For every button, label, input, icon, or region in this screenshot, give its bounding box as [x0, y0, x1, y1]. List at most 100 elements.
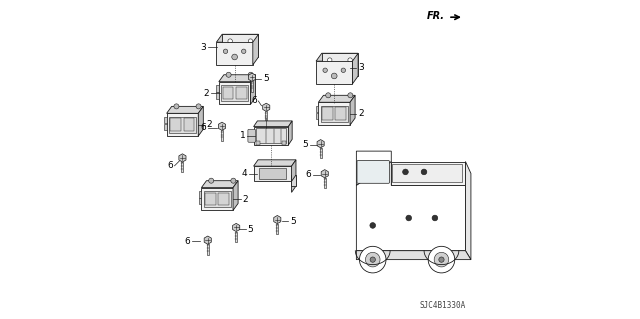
Polygon shape	[253, 127, 289, 145]
Circle shape	[432, 215, 438, 221]
Text: 5: 5	[263, 74, 269, 83]
Polygon shape	[216, 42, 253, 65]
Bar	[184, 118, 195, 131]
Circle shape	[328, 67, 332, 71]
Bar	[335, 107, 346, 120]
Polygon shape	[250, 75, 255, 105]
Circle shape	[248, 72, 253, 77]
Polygon shape	[465, 161, 471, 260]
Text: 6: 6	[167, 161, 173, 170]
Polygon shape	[218, 122, 225, 130]
Bar	[259, 168, 286, 179]
Bar	[199, 191, 202, 198]
Text: SJC4B1330A: SJC4B1330A	[419, 301, 465, 310]
Polygon shape	[292, 160, 296, 181]
Bar	[322, 107, 333, 120]
Bar	[181, 162, 184, 172]
Bar	[276, 224, 278, 234]
Bar	[324, 178, 326, 188]
Polygon shape	[219, 75, 255, 82]
FancyBboxPatch shape	[357, 160, 390, 183]
Bar	[221, 85, 248, 101]
Polygon shape	[319, 102, 350, 125]
Polygon shape	[253, 160, 296, 166]
Polygon shape	[198, 106, 204, 136]
Polygon shape	[319, 95, 355, 102]
Circle shape	[403, 169, 408, 175]
Circle shape	[241, 49, 246, 54]
Circle shape	[248, 39, 253, 43]
Polygon shape	[179, 154, 186, 162]
Bar	[257, 141, 260, 145]
Polygon shape	[166, 113, 198, 136]
Bar	[265, 111, 268, 122]
Bar	[236, 87, 246, 100]
Circle shape	[209, 178, 214, 183]
Circle shape	[370, 223, 376, 228]
Circle shape	[439, 257, 444, 262]
Circle shape	[323, 68, 327, 72]
Text: 4: 4	[242, 169, 247, 178]
Bar	[204, 191, 230, 207]
Polygon shape	[202, 188, 233, 211]
Text: 5: 5	[303, 140, 308, 149]
Polygon shape	[316, 61, 353, 84]
Text: 2: 2	[206, 120, 212, 129]
Bar	[321, 106, 348, 122]
Polygon shape	[350, 95, 355, 125]
Text: 3: 3	[200, 43, 206, 52]
Circle shape	[406, 215, 412, 221]
Circle shape	[223, 49, 228, 54]
Circle shape	[348, 67, 352, 71]
Bar	[169, 117, 196, 133]
Circle shape	[228, 48, 232, 52]
Text: 3: 3	[358, 63, 364, 72]
Polygon shape	[356, 151, 391, 185]
Circle shape	[421, 169, 427, 175]
Bar	[216, 92, 219, 99]
Bar	[223, 87, 234, 100]
Circle shape	[326, 93, 331, 98]
Polygon shape	[222, 34, 259, 57]
Bar	[170, 118, 181, 131]
Polygon shape	[219, 82, 250, 105]
Circle shape	[428, 246, 455, 273]
Text: 5: 5	[290, 217, 296, 226]
Bar	[235, 43, 246, 48]
Circle shape	[360, 246, 386, 273]
Polygon shape	[233, 181, 238, 211]
Bar	[164, 124, 166, 130]
Circle shape	[341, 68, 346, 72]
Text: 2: 2	[358, 109, 364, 118]
Polygon shape	[204, 236, 211, 244]
Circle shape	[332, 73, 337, 79]
Circle shape	[231, 178, 236, 183]
Polygon shape	[289, 121, 292, 145]
Polygon shape	[253, 34, 259, 65]
Circle shape	[174, 104, 179, 109]
Polygon shape	[274, 215, 281, 224]
Bar	[199, 198, 202, 204]
Text: 6: 6	[200, 123, 206, 132]
Bar	[251, 81, 253, 92]
Bar	[207, 244, 209, 255]
Polygon shape	[253, 121, 292, 127]
Circle shape	[370, 257, 376, 262]
Polygon shape	[392, 165, 462, 182]
Polygon shape	[356, 161, 465, 251]
Polygon shape	[322, 53, 358, 76]
Bar	[221, 130, 223, 141]
Polygon shape	[317, 140, 324, 148]
Text: 1: 1	[240, 131, 246, 140]
Circle shape	[228, 39, 232, 43]
Bar	[316, 106, 319, 112]
Bar	[216, 85, 219, 92]
Bar	[235, 232, 237, 242]
Circle shape	[365, 252, 380, 267]
Circle shape	[348, 93, 353, 98]
Circle shape	[348, 58, 352, 62]
Text: 2: 2	[204, 89, 209, 98]
Text: 2: 2	[243, 195, 248, 204]
Polygon shape	[353, 53, 358, 84]
Polygon shape	[356, 251, 471, 260]
